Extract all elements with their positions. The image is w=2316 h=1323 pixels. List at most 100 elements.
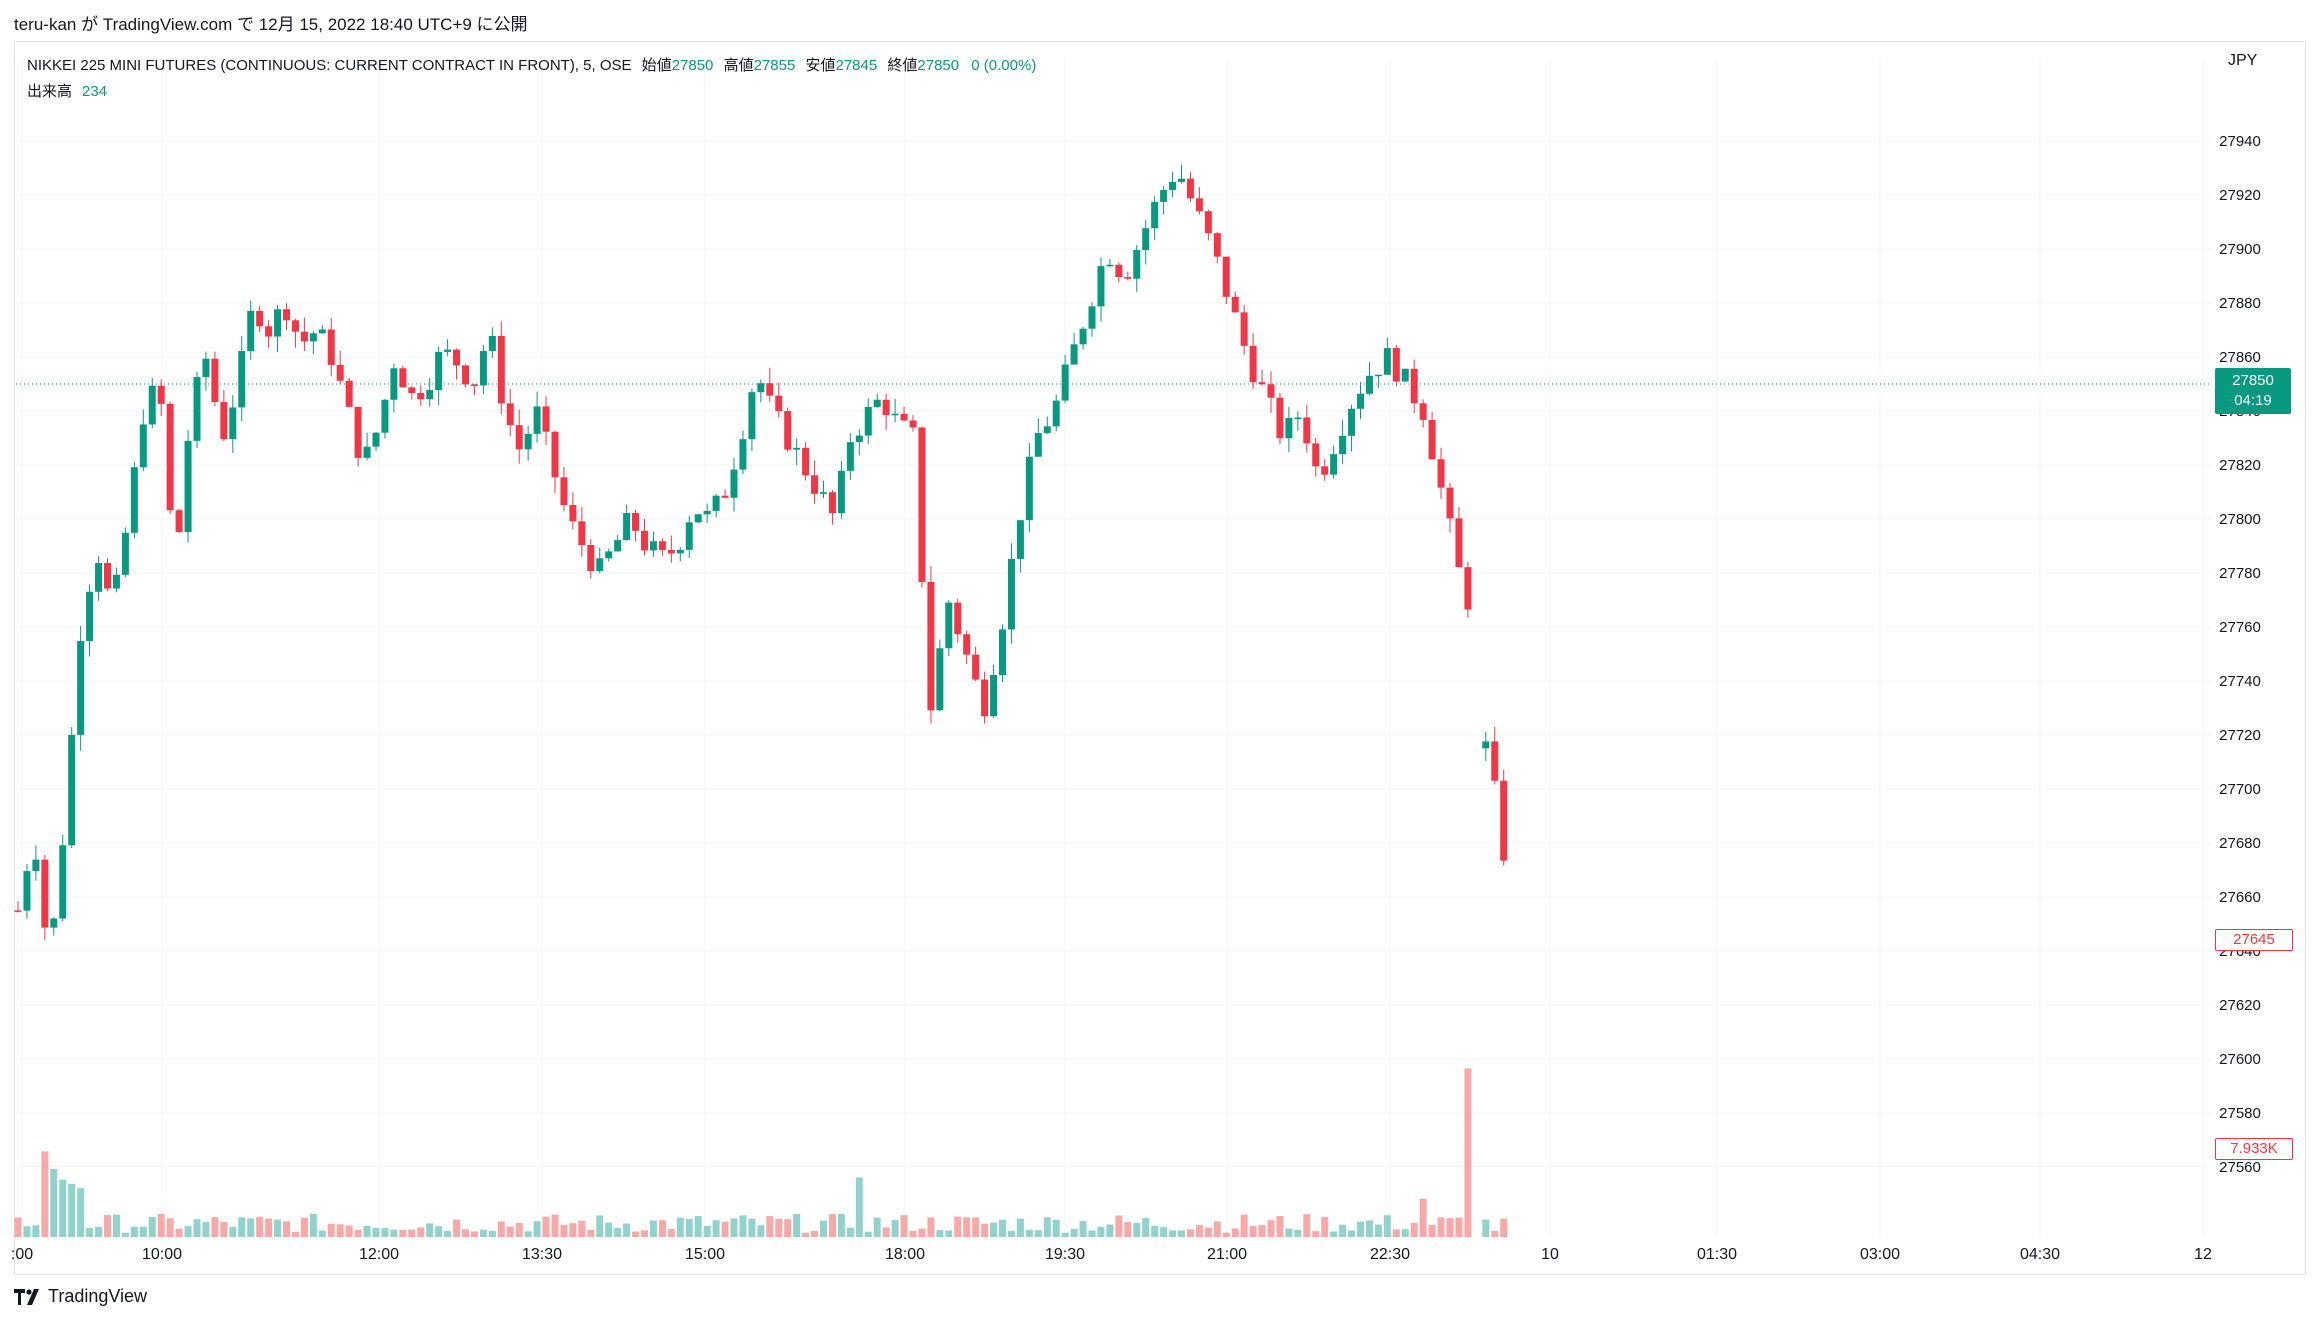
publish-info: teru-kan が TradingView.com で 12月 15, 202… [14,15,528,34]
candle-body [1061,364,1069,401]
y-tick-label: 27700 [2219,781,2261,798]
candle-body [166,403,174,511]
candle-body [1043,426,1051,434]
candle-body [479,351,487,386]
candle-body [936,648,944,711]
candle-body [1186,178,1194,199]
candle-body [1231,296,1239,313]
volume-bar [703,1225,711,1237]
volume-bar [560,1225,568,1237]
volume-bar [1365,1220,1373,1237]
candle-body [784,411,792,450]
volume-bar [408,1229,416,1237]
open-label: 始値 [641,57,672,74]
volume-bar [238,1217,246,1237]
volume-bar [193,1219,201,1237]
candle-body [1437,459,1445,488]
volume-bar [1160,1227,1168,1237]
candle-body [515,425,523,450]
candle-body [390,368,398,400]
volume-bar [578,1220,586,1237]
volume-bar [855,1177,863,1237]
volume-bar [900,1215,908,1237]
volume-bar [444,1230,452,1237]
volume-bar [748,1218,756,1237]
x-tick-label: 10:00 [142,1246,182,1263]
candle-body [1088,306,1096,329]
candle-body [587,544,595,571]
candle-body [327,329,335,365]
volume-bar [488,1230,496,1237]
x-tick-label: 21:00 [1207,1246,1247,1263]
volume-bar [453,1219,461,1237]
high-value: 27855 [753,57,796,74]
candle-body [95,563,103,592]
volume-bar [184,1226,192,1237]
volume-bar [23,1226,31,1237]
candle-body [1500,780,1508,861]
candle-body [1178,178,1185,182]
volume-bar [77,1188,85,1237]
candle-body [274,309,282,337]
volume-bar [256,1216,264,1237]
volume-bar [1330,1231,1338,1237]
y-tick-label: 27600 [2219,1051,2261,1068]
volume-bar [605,1222,613,1237]
volume-bar [1249,1225,1257,1237]
footer-brand[interactable]: TradingView [14,1286,147,1307]
candle-body [1267,384,1275,398]
volume-bar [1115,1215,1123,1237]
currency-label[interactable]: JPY [2228,52,2258,69]
volume-bar [623,1223,631,1237]
volume-bar [497,1221,505,1237]
candle-body [68,734,76,846]
candle-body [157,385,165,404]
candle-body [1321,466,1329,475]
candle-body [435,351,443,391]
candle-body [1070,344,1078,365]
volume-bar [59,1179,67,1237]
candle-body [1204,211,1212,234]
candle-body [1240,312,1248,346]
candle-body [1482,741,1490,749]
candle-body [247,310,255,352]
candle-body [596,558,604,571]
volume-bar [864,1231,872,1237]
volume-bar [1034,1230,1042,1237]
candle-body [999,629,1006,676]
candle-body [211,358,219,403]
symbol-legend: NIKKEI 225 MINI FUTURES (CONTINUOUS: CUR… [27,54,1036,75]
candle-body [658,541,666,550]
candle-body [345,380,353,407]
change-value: 0 (0.00%) [971,57,1037,74]
volume-bar [50,1169,58,1237]
candle-body [972,654,980,680]
volume-bar [775,1218,783,1237]
candle-body [283,309,290,321]
volume-bar [14,1217,22,1237]
candle-body [23,871,31,911]
candle-body [927,581,935,711]
volume-bar [166,1218,174,1237]
volume-bar [399,1229,407,1237]
y-tick-label: 27680 [2219,835,2261,852]
candle-body [256,310,264,327]
chart-frame[interactable] [14,41,2306,1275]
candle-body [381,399,389,433]
candle-body [1052,400,1060,427]
candle-body [1151,201,1159,229]
candle-body [148,385,156,425]
y-tick-label: 27800 [2219,511,2261,528]
volume-bar [1491,1230,1499,1237]
candle-body [891,413,899,416]
last-price-badge: 27850 04:19 [2215,368,2291,414]
candle-body [820,492,827,494]
volume-bar [891,1220,899,1237]
candle-body [121,532,129,575]
volume-bar [1061,1232,1069,1237]
volume-bar [793,1214,801,1237]
candle-body [139,424,147,468]
candle-body [569,505,577,522]
candle-body [229,407,237,440]
